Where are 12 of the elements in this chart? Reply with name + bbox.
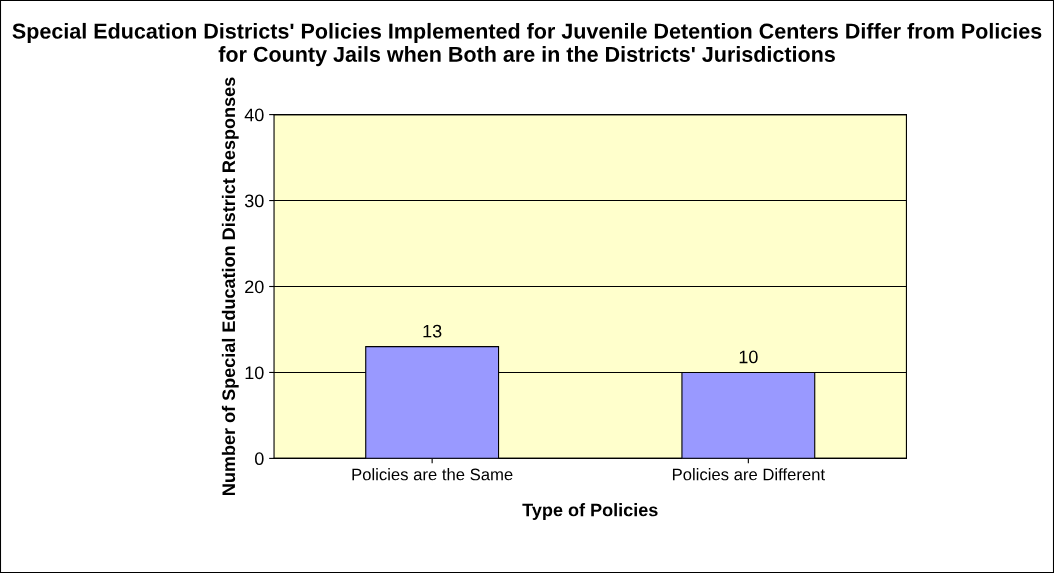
data-label: 13	[423, 324, 442, 338]
y-tick-label: 0	[254, 452, 264, 466]
y-axis-title: Number of Special Education District Responses	[221, 77, 239, 495]
y-tick-label: 20	[245, 280, 264, 294]
y-tick-label: 30	[244, 194, 264, 208]
y-tick-label: 10	[245, 366, 264, 380]
data-label: 10	[739, 350, 758, 364]
x-axis-title: Type of Policies	[522, 503, 658, 520]
y-tick-label: 40	[244, 108, 264, 122]
x-tick-label: Policies are Different	[672, 468, 825, 481]
chart-title: Special Education Districts' Policies Implemented for Juvenile Detention Centers Differ from Policies for County Jails when Both are in the Districts' Jurisdictions	[12, 22, 1042, 67]
x-tick-label: Policies are the Same	[352, 468, 513, 481]
